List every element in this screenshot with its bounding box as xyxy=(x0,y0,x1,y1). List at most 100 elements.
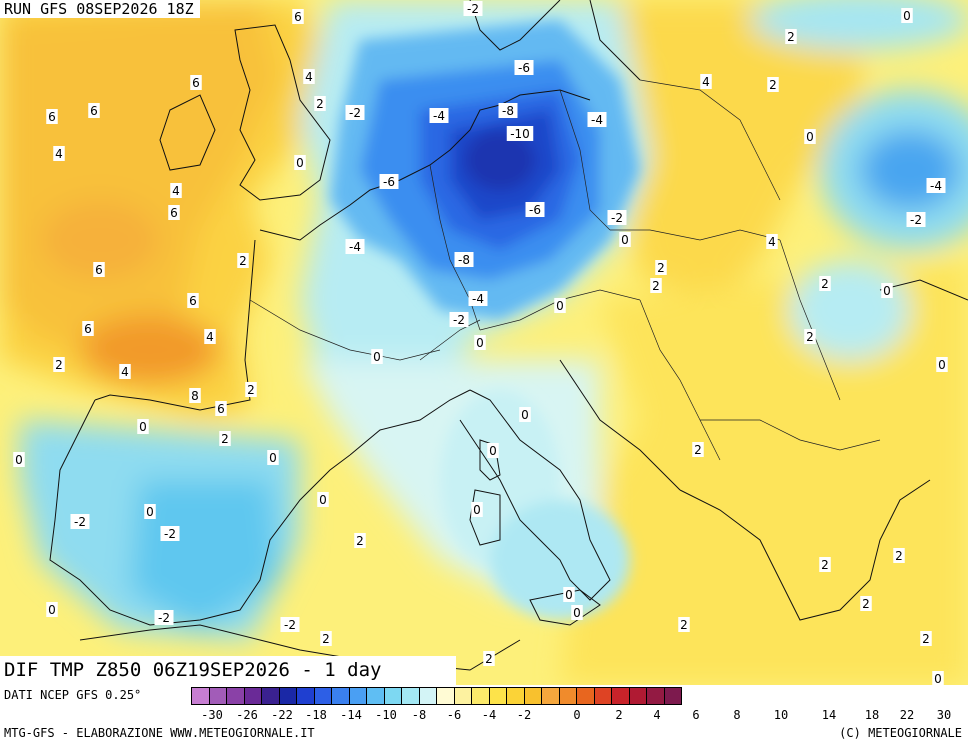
isoline-label-background xyxy=(70,514,90,529)
isoline-value-label: 0 xyxy=(473,503,481,517)
isoline-label-background xyxy=(314,96,326,111)
isoline-value-label: 0 xyxy=(296,156,304,170)
isoline-value-label: -2 xyxy=(74,515,86,529)
isoline-label-background xyxy=(93,262,105,277)
color-scale-tick-label: -4 xyxy=(481,708,497,722)
color-scale-cell xyxy=(279,687,297,705)
isoline-label-background xyxy=(650,278,662,293)
color-scale-tick-label: 14 xyxy=(821,708,837,722)
isoline-label-background xyxy=(454,252,474,267)
color-scale-cell xyxy=(244,687,262,705)
isoline-label-background xyxy=(170,183,182,198)
isoline-label-background xyxy=(160,526,180,541)
isoline-value-label: 2 xyxy=(821,277,829,291)
isoline-value-label: 2 xyxy=(485,652,493,666)
isoline-label-background xyxy=(371,349,383,364)
valid-time-title: DIF TMP Z850 06Z19SEP2026 - 1 day xyxy=(0,656,456,685)
isoline-value-label: 2 xyxy=(316,97,324,111)
isoline-value-label: -4 xyxy=(349,240,361,254)
isoline-label-background xyxy=(190,75,202,90)
color-scale-cell xyxy=(629,687,647,705)
color-scale-cell xyxy=(419,687,437,705)
isoline-value-label: 0 xyxy=(565,588,573,602)
color-scale-tick-label: 10 xyxy=(773,708,789,722)
isoline-value-label: -2 xyxy=(284,618,296,632)
isoline-value-label: 0 xyxy=(48,603,56,617)
color-scale-tick-label: -22 xyxy=(271,708,293,722)
isoline-label-background xyxy=(449,312,469,327)
isoline-labels: 642-2 -4-6-8-10-4-6-4-6-2-8-4-20-20666446… xyxy=(13,1,948,685)
isoline-value-label: 0 xyxy=(489,444,497,458)
credit-left: MTG-GFS - ELABORAZIONE WWW.METEOGIORNALE… xyxy=(4,726,315,740)
isoline-value-label: 2 xyxy=(806,330,814,344)
isoline-label-background xyxy=(901,8,913,23)
isoline-value-label: 4 xyxy=(55,147,63,161)
color-scale-cell xyxy=(314,687,332,705)
color-scale-cell xyxy=(384,687,402,705)
isoline-label-background xyxy=(607,210,627,225)
color-scale-cell xyxy=(577,687,595,705)
isoline-label-background xyxy=(237,253,249,268)
isoline-value-label: 8 xyxy=(191,389,199,403)
isoline-label-background xyxy=(379,174,399,189)
color-scale-cell xyxy=(437,687,455,705)
color-scale-tick-label: -6 xyxy=(446,708,462,722)
isoline-value-label: 0 xyxy=(573,606,581,620)
isoline-value-label: 6 xyxy=(170,206,178,220)
isoline-label-background xyxy=(137,419,149,434)
isoline-label-background xyxy=(819,276,831,291)
isoline-label-background xyxy=(303,69,315,84)
isoline-value-label: 2 xyxy=(922,632,930,646)
isoline-value-label: 6 xyxy=(192,76,200,90)
color-scale-tick-label: 30 xyxy=(936,708,952,722)
color-scale-cell xyxy=(612,687,630,705)
color-scale-tick-label: 8 xyxy=(733,708,741,722)
color-scale-bar xyxy=(191,687,682,705)
isoline-value-label: -2 xyxy=(164,527,176,541)
isoline-value-label: -4 xyxy=(591,113,603,127)
color-scale-tick-label: 22 xyxy=(899,708,915,722)
isoline-label-background xyxy=(144,504,156,519)
isoline-label-background xyxy=(468,291,488,306)
isoline-label-background xyxy=(563,587,575,602)
isoline-label-background xyxy=(317,492,329,507)
color-scale-cell xyxy=(262,687,280,705)
isoline-label-background xyxy=(571,605,583,620)
isoline-label-background xyxy=(819,557,831,572)
isoline-value-label: 2 xyxy=(862,597,870,611)
color-scale-cell xyxy=(594,687,612,705)
color-scale-cell xyxy=(524,687,542,705)
color-scale-cell xyxy=(472,687,490,705)
isoline-label-background xyxy=(354,533,366,548)
isoline-value-label: -2 xyxy=(349,106,361,120)
isoline-label-background xyxy=(463,1,483,16)
isoline-label-background xyxy=(168,205,180,220)
color-scale-tick-label: -18 xyxy=(305,708,327,722)
isoline-label-background xyxy=(519,407,531,422)
color-scale-tick-label: 18 xyxy=(864,708,880,722)
isoline-label-background xyxy=(474,335,486,350)
color-scale-cell xyxy=(664,687,682,705)
color-scale-cell xyxy=(542,687,560,705)
color-scale-tick-label: -30 xyxy=(201,708,223,722)
isoline-value-label: 2 xyxy=(787,30,795,44)
color-scale-tick-label: -2 xyxy=(516,708,532,722)
color-scale-cell xyxy=(349,687,367,705)
isoline-label-background xyxy=(429,108,449,123)
color-scale-cell xyxy=(227,687,245,705)
isoline-label-background xyxy=(294,155,306,170)
isoline-label-background xyxy=(119,364,131,379)
credit-right: (C) METEOGIORNALE xyxy=(839,726,962,740)
isoline-value-label: 0 xyxy=(883,284,891,298)
isoline-label-background xyxy=(292,9,304,24)
isoline-value-label: -4 xyxy=(930,179,942,193)
isoline-label-background xyxy=(906,212,926,227)
color-scale-cell xyxy=(454,687,472,705)
isoline-label-background xyxy=(554,298,566,313)
isoline-label-background xyxy=(804,329,816,344)
isoline-label-background xyxy=(700,74,712,89)
isoline-label-background xyxy=(932,671,944,685)
isoline-value-label: -6 xyxy=(518,61,530,75)
isoline-value-label: -4 xyxy=(472,292,484,306)
